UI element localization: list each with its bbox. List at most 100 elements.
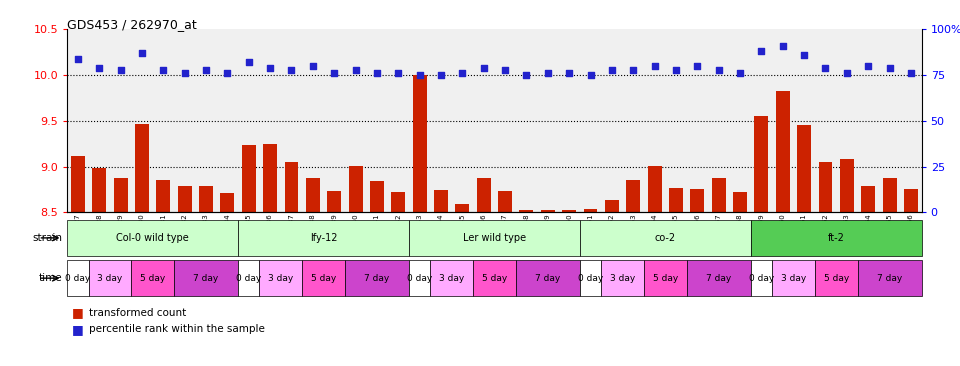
Point bbox=[476, 65, 492, 71]
Bar bbox=[519, 209, 534, 212]
Point bbox=[199, 67, 214, 72]
Bar bbox=[584, 209, 597, 212]
Point bbox=[882, 65, 898, 71]
Point bbox=[668, 67, 684, 72]
Text: 7 day: 7 day bbox=[364, 274, 390, 283]
Text: 5 day: 5 day bbox=[311, 274, 336, 283]
Text: 0 day: 0 day bbox=[749, 274, 774, 283]
Point bbox=[326, 70, 342, 76]
Point bbox=[518, 72, 534, 78]
Text: 0 day: 0 day bbox=[578, 274, 603, 283]
Text: 5 day: 5 day bbox=[824, 274, 849, 283]
Point bbox=[775, 43, 790, 49]
Bar bbox=[690, 189, 705, 212]
Bar bbox=[755, 116, 768, 212]
Point bbox=[241, 59, 256, 65]
Point bbox=[220, 70, 235, 76]
Point bbox=[497, 67, 513, 72]
Point bbox=[818, 65, 833, 71]
Point bbox=[156, 67, 171, 72]
Bar bbox=[221, 193, 234, 212]
Bar bbox=[605, 200, 619, 212]
Text: Col-0 wild type: Col-0 wild type bbox=[116, 233, 189, 243]
Bar bbox=[861, 186, 876, 212]
Text: 7 day: 7 day bbox=[876, 274, 902, 283]
Bar bbox=[392, 192, 405, 212]
Bar bbox=[882, 179, 897, 212]
Bar bbox=[113, 179, 128, 212]
Point bbox=[70, 56, 85, 61]
Text: co-2: co-2 bbox=[655, 233, 676, 243]
Point bbox=[583, 72, 598, 78]
Text: lfy-12: lfy-12 bbox=[310, 233, 337, 243]
Bar bbox=[733, 192, 747, 212]
Point bbox=[370, 70, 385, 76]
Bar bbox=[819, 162, 832, 212]
Point bbox=[839, 70, 854, 76]
Point bbox=[262, 65, 277, 71]
Bar bbox=[135, 123, 149, 212]
Bar bbox=[540, 209, 555, 212]
Point bbox=[540, 70, 556, 76]
Text: 7 day: 7 day bbox=[535, 274, 561, 283]
Text: 3 day: 3 day bbox=[780, 274, 806, 283]
Bar bbox=[242, 145, 255, 212]
Bar bbox=[284, 162, 299, 212]
Point bbox=[797, 52, 812, 58]
Text: transformed count: transformed count bbox=[89, 308, 186, 318]
Text: Ler wild type: Ler wild type bbox=[463, 233, 526, 243]
Bar bbox=[904, 189, 918, 212]
Point bbox=[562, 70, 577, 76]
Bar bbox=[797, 126, 811, 212]
Text: percentile rank within the sample: percentile rank within the sample bbox=[89, 324, 265, 335]
Bar bbox=[434, 190, 448, 212]
Text: 3 day: 3 day bbox=[439, 274, 465, 283]
Text: 3 day: 3 day bbox=[610, 274, 636, 283]
Bar bbox=[563, 209, 576, 212]
Bar bbox=[477, 179, 491, 212]
Text: ■: ■ bbox=[72, 306, 84, 320]
Text: strain: strain bbox=[33, 233, 62, 243]
Point bbox=[732, 70, 748, 76]
Point bbox=[754, 48, 769, 54]
Text: 7 day: 7 day bbox=[706, 274, 732, 283]
Point bbox=[91, 65, 107, 71]
Bar bbox=[370, 181, 384, 212]
Text: 5 day: 5 day bbox=[653, 274, 678, 283]
Point bbox=[455, 70, 470, 76]
Bar bbox=[348, 165, 363, 212]
Bar bbox=[648, 165, 661, 212]
Point bbox=[626, 67, 641, 72]
Bar bbox=[92, 168, 107, 212]
Text: 3 day: 3 day bbox=[97, 274, 123, 283]
Point bbox=[284, 67, 300, 72]
Bar bbox=[626, 180, 640, 212]
Text: 5 day: 5 day bbox=[482, 274, 507, 283]
Point bbox=[433, 72, 448, 78]
Point bbox=[348, 67, 363, 72]
Text: ft-2: ft-2 bbox=[828, 233, 845, 243]
Point bbox=[305, 63, 321, 69]
Text: 0 day: 0 day bbox=[65, 274, 90, 283]
Point bbox=[711, 67, 727, 72]
Point bbox=[604, 67, 619, 72]
Point bbox=[113, 67, 129, 72]
Bar bbox=[413, 75, 426, 212]
Text: ■: ■ bbox=[72, 323, 84, 336]
Bar bbox=[776, 92, 790, 212]
Bar bbox=[71, 156, 84, 212]
Point bbox=[134, 50, 150, 56]
Point bbox=[647, 63, 662, 69]
Point bbox=[903, 70, 919, 76]
Bar bbox=[840, 159, 853, 212]
Bar bbox=[498, 191, 512, 212]
Bar bbox=[263, 143, 277, 212]
Point bbox=[689, 63, 705, 69]
Text: 7 day: 7 day bbox=[193, 274, 219, 283]
Point bbox=[177, 70, 192, 76]
Point bbox=[412, 72, 427, 78]
Point bbox=[860, 63, 876, 69]
Text: 0 day: 0 day bbox=[236, 274, 261, 283]
Text: 5 day: 5 day bbox=[140, 274, 165, 283]
Text: GDS453 / 262970_at: GDS453 / 262970_at bbox=[67, 18, 197, 31]
